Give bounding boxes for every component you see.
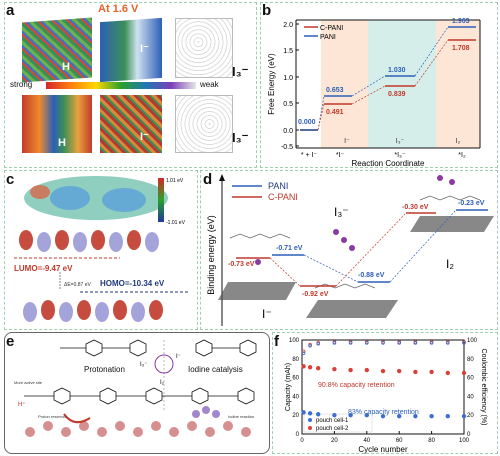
cube-i3-top	[175, 18, 233, 78]
panel-b	[260, 2, 498, 168]
panel-label-c: c	[6, 171, 15, 188]
panel-f	[272, 332, 498, 454]
cube-label-h-bottom: H	[58, 137, 66, 149]
panel-d	[200, 170, 498, 330]
panel-label-a: a	[6, 2, 15, 19]
panel-label-f: f	[274, 333, 279, 350]
panel-e	[4, 332, 270, 454]
cube-label-i-bottom: I⁻	[140, 131, 149, 143]
cube-i-top	[100, 17, 162, 83]
colorbar	[46, 82, 196, 89]
cube-i3-bottom	[175, 95, 233, 153]
colorbar-weak-label: weak	[200, 80, 219, 89]
panel-label-b: b	[262, 2, 272, 19]
cube-label-i3-bottom: I₃⁻	[232, 130, 249, 145]
panel-label-e: e	[6, 333, 15, 350]
panel-c	[4, 170, 198, 330]
cube-label-i3-top: I₃⁻	[232, 64, 249, 79]
colorbar-strong-label: strong	[10, 80, 33, 89]
top-voltage-label: At 1.6 V	[98, 3, 139, 15]
panel-label-d: d	[203, 171, 213, 188]
panel-a	[4, 2, 257, 168]
cube-label-h-top: H	[62, 61, 70, 73]
cube-h-bottom	[22, 95, 92, 153]
cube-label-i-top: I⁻	[140, 43, 149, 55]
cube-i-bottom	[100, 95, 162, 153]
cube-h-top	[22, 17, 92, 83]
